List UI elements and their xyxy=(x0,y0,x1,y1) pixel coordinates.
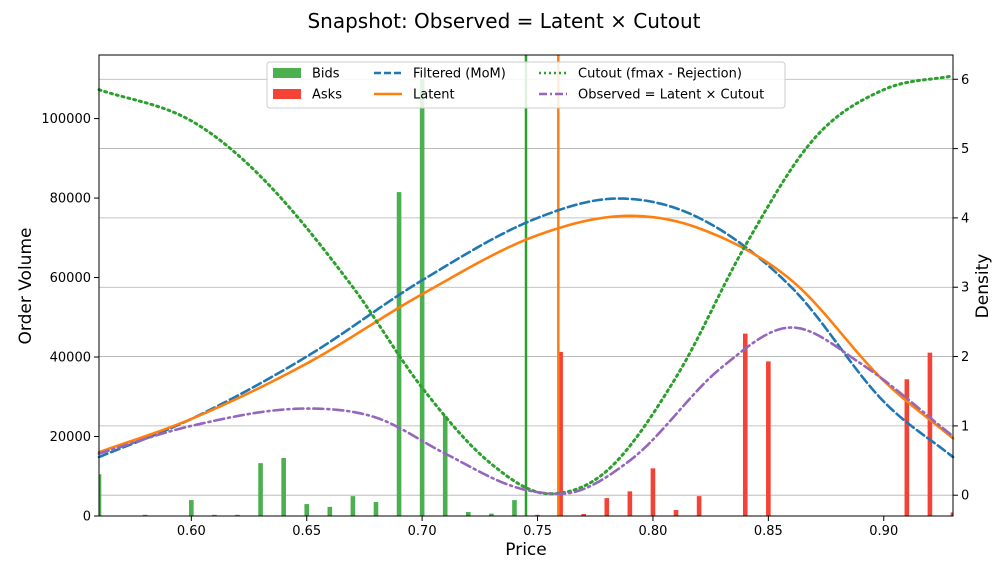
y-axis-ticks: 0 20000 40000 60000 80000 100000 xyxy=(41,112,99,525)
x-tick-label: 0.60 xyxy=(177,524,206,539)
filtered-mom-line xyxy=(97,197,955,459)
ask-bar xyxy=(558,351,563,516)
x-tick-label: 0.70 xyxy=(408,524,437,539)
legend-label: Latent xyxy=(413,88,455,103)
legend-label: Filtered (MoM) xyxy=(413,67,506,82)
cutout-line xyxy=(97,74,955,496)
legend-swatch xyxy=(273,89,301,99)
ask-bar xyxy=(604,498,610,516)
y-tick-label: 40000 xyxy=(50,351,91,366)
legend-label: Bids xyxy=(312,67,340,82)
y2-tick-label: 3 xyxy=(961,281,969,296)
y-tick-label: 80000 xyxy=(50,192,91,207)
legend: Bids Asks Filtered (MoM) Latent Cutout (fmax… xyxy=(266,61,786,109)
bid-bar xyxy=(281,457,286,516)
bid-bar xyxy=(465,512,471,516)
ask-bar xyxy=(581,514,587,516)
latent-line xyxy=(97,214,955,454)
line-marks xyxy=(97,74,955,496)
y-axis-label: Order Volume xyxy=(16,228,36,345)
y2-tick-label: 1 xyxy=(961,419,969,434)
bid-bar xyxy=(373,502,379,516)
bid-bar xyxy=(212,514,217,516)
chart-title: Snapshot: Observed = Latent × Cutout xyxy=(307,9,700,33)
y-tick-label: 20000 xyxy=(50,430,91,445)
x-tick-label: 0.85 xyxy=(754,524,783,539)
bid-bar xyxy=(396,192,402,516)
y2-tick-label: 0 xyxy=(961,489,969,504)
y2-axis-label: Density xyxy=(973,254,993,319)
ask-bar xyxy=(904,379,910,516)
bid-bar xyxy=(189,500,194,516)
x-axis-label: Price xyxy=(505,540,546,560)
bid-bar xyxy=(489,513,494,516)
ask-bar xyxy=(627,491,633,516)
ask-bar xyxy=(673,510,679,516)
bid-bar xyxy=(142,514,148,516)
bid-bar xyxy=(327,506,333,516)
ask-bar xyxy=(766,361,771,516)
x-tick-label: 0.80 xyxy=(638,524,667,539)
ask-bar xyxy=(742,333,748,516)
plot-frame xyxy=(98,54,954,517)
vertical-lines xyxy=(524,55,560,516)
legend-swatch xyxy=(273,68,301,78)
bid-bar xyxy=(304,504,310,516)
y2-tick-label: 6 xyxy=(961,73,969,88)
ask-bar xyxy=(950,512,953,516)
bid-bar xyxy=(235,514,240,516)
ask-bar xyxy=(650,468,656,516)
x-tick-label: 0.65 xyxy=(292,524,321,539)
bid-bar xyxy=(99,474,102,516)
observed-line xyxy=(97,326,955,496)
bid-bar xyxy=(442,415,448,516)
bid-bar xyxy=(258,463,263,516)
y-tick-label: 100000 xyxy=(41,112,91,127)
legend-items: Bids Asks Filtered (MoM) Latent Cutout (fmax… xyxy=(273,67,764,103)
x-tick-label: 0.90 xyxy=(869,524,898,539)
legend-label: Observed = Latent × Cutout xyxy=(578,88,764,103)
y-tick-label: 60000 xyxy=(50,271,91,286)
bid-bar xyxy=(512,500,517,516)
x-tick-label: 0.75 xyxy=(523,524,552,539)
bid-bar xyxy=(350,496,356,516)
legend-label: Asks xyxy=(312,88,342,103)
bar-marks xyxy=(99,78,953,517)
bid-bar xyxy=(419,78,425,517)
ask-bar xyxy=(535,514,540,516)
y2-axis-ticks: 0 1 2 3 4 5 6 xyxy=(953,73,969,504)
y2-tick-label: 5 xyxy=(961,142,969,157)
y2-tick-label: 2 xyxy=(961,350,969,365)
ask-bar xyxy=(927,352,933,516)
legend-label: Cutout (fmax - Rejection) xyxy=(578,67,742,82)
y2-tick-label: 4 xyxy=(961,211,969,226)
ask-bar xyxy=(696,496,702,516)
y-tick-label: 0 xyxy=(83,510,91,525)
x-axis-ticks: 0.60 0.65 0.70 0.75 0.80 0.85 0.90 xyxy=(177,516,898,539)
